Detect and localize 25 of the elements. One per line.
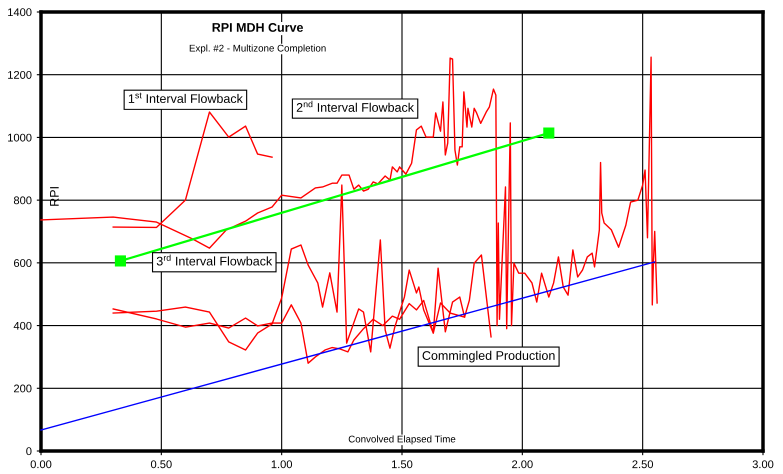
y-axis-title: RPI <box>50 187 59 206</box>
y-tick-label: 0 <box>26 447 32 456</box>
y-tick-label: 600 <box>14 259 32 267</box>
x-tick-label: 2.50 <box>632 460 654 468</box>
annotation: 2$^{nd}$ Interval Flowback <box>296 100 414 112</box>
line-series <box>112 111 273 228</box>
y-tick-label: 1000 <box>8 134 32 142</box>
x-tick-label: 3.00 <box>752 460 774 468</box>
x-axis-title: Convolved Elapsed Time <box>348 435 456 444</box>
y-tick-label: 1400 <box>8 8 32 16</box>
y-tick-label: 1200 <box>8 70 32 79</box>
text: Expl. #2 - Multizone Completion <box>190 44 326 54</box>
annotation: 1$^{st}$ Interval Flowback <box>128 92 243 104</box>
y-tick-label: 400 <box>14 322 32 330</box>
y-tick-label: 200 <box>14 384 32 392</box>
text: RPI MDH Curve <box>212 23 304 32</box>
annotation: Commingled Production <box>422 350 555 362</box>
y-tick-label: 800 <box>14 196 32 204</box>
x-tick-label: 2.00 <box>512 460 533 468</box>
x-tick-label: 1.00 <box>272 460 292 468</box>
line-series <box>40 56 658 330</box>
x-tick-label: 1.50 <box>392 460 412 468</box>
x-tick-label: 0.00 <box>30 460 52 468</box>
x-tick-label: 0.50 <box>150 460 172 468</box>
annotation: 3$^{rd}$ Interval Flowback <box>156 254 272 266</box>
